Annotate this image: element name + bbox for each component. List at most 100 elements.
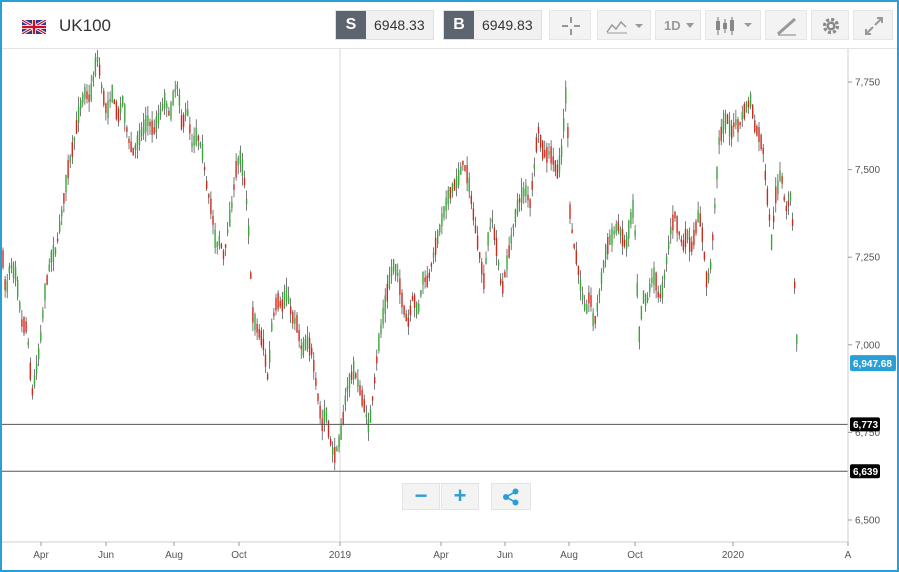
timeframe-dropdown[interactable]: 1D — [655, 10, 701, 40]
candle-up — [124, 104, 126, 123]
candle-down — [689, 237, 691, 252]
x-tick-label: Jun — [98, 550, 114, 561]
candle-up — [611, 227, 613, 245]
sell-price-button[interactable]: S 6948.33 — [335, 10, 434, 40]
candle-up — [395, 264, 397, 276]
candle-down — [607, 236, 609, 255]
candle-down — [594, 316, 596, 324]
candle-up — [422, 271, 424, 285]
candle-up — [178, 94, 181, 106]
candle-up — [563, 117, 565, 132]
candle-down — [29, 362, 31, 380]
level-tag — [850, 464, 880, 479]
candle-down — [413, 294, 416, 308]
candle-up — [348, 374, 351, 389]
candle-up — [38, 348, 40, 360]
candle-up — [745, 102, 748, 113]
candle-up — [605, 244, 607, 260]
candle-down — [126, 127, 128, 132]
candle-up — [516, 199, 519, 215]
candle-up — [487, 232, 489, 246]
candle-down — [449, 186, 451, 199]
share-icon — [503, 488, 519, 506]
candle-down — [264, 354, 267, 367]
drawing-tools-icon — [777, 17, 796, 36]
candle-up — [388, 275, 391, 289]
candle-down — [539, 134, 542, 148]
candle-down — [130, 141, 132, 152]
candle-up — [283, 291, 286, 308]
candle-up — [510, 235, 512, 244]
candle-up — [170, 102, 172, 120]
candle-up — [80, 99, 82, 110]
candle-up — [632, 199, 634, 219]
candle-down — [672, 214, 674, 231]
candle-up — [94, 57, 97, 76]
x-tick-label: 2020 — [722, 550, 745, 561]
candle-up — [201, 144, 204, 161]
candle-up — [636, 282, 638, 297]
gear-icon — [822, 17, 840, 35]
share-button[interactable] — [491, 483, 531, 510]
price-chart[interactable]: 7,750 7,500 7,250 7,000 6,750 6,500 Apr Jun Aug O… — [2, 49, 897, 570]
candle-down — [481, 261, 483, 275]
candle-down — [371, 396, 374, 401]
candle-down — [2, 250, 4, 268]
candle-up — [353, 360, 355, 380]
fullscreen-button[interactable] — [853, 10, 893, 40]
drawing-tools-button[interactable] — [765, 10, 807, 40]
candle-up — [227, 229, 229, 234]
candle-up — [365, 414, 367, 418]
zoom-out-button[interactable]: − — [402, 483, 440, 510]
zoom-in-button[interactable]: + — [441, 483, 479, 510]
candle-down — [313, 359, 315, 372]
x-tick-label: A — [845, 550, 852, 561]
candle-up — [710, 262, 712, 270]
candle-up — [199, 142, 202, 146]
candle-up — [558, 155, 561, 173]
settings-button[interactable] — [811, 10, 849, 40]
candle-down — [308, 337, 311, 356]
candle-down — [472, 208, 475, 221]
candle-up — [741, 112, 743, 121]
candle-down — [374, 376, 376, 384]
candle-up — [27, 341, 29, 346]
candle-up — [325, 407, 328, 421]
candle-up — [626, 235, 628, 249]
candle-up — [770, 234, 773, 250]
candle-up — [420, 289, 422, 296]
candlestick-chart[interactable]: 7,750 7,500 7,250 7,000 6,750 6,500 Apr Jun Aug O… — [2, 49, 897, 570]
candle-up — [722, 119, 724, 135]
candle-up — [514, 209, 517, 223]
candle-down — [791, 219, 794, 226]
indicators-button[interactable] — [597, 10, 651, 40]
candle-up — [35, 363, 38, 374]
candle-down — [621, 228, 624, 247]
candle-up — [323, 409, 325, 426]
candle-up — [111, 84, 113, 102]
candle-up — [378, 334, 380, 351]
candle-up — [134, 145, 136, 150]
candle-down — [567, 126, 569, 139]
candle-up — [33, 375, 36, 387]
y-tick-label: 7,750 — [855, 78, 880, 89]
crosshair-button[interactable] — [549, 10, 591, 40]
candle-up — [218, 236, 220, 246]
candle-down — [720, 126, 722, 141]
candle-down — [203, 166, 206, 171]
timeframe-label: 1D — [664, 18, 681, 33]
x-tick-label: Oct — [231, 550, 247, 561]
candle-down — [705, 271, 708, 288]
buy-price-button[interactable]: B 6949.83 — [443, 10, 542, 40]
chart-type-dropdown[interactable] — [705, 10, 761, 40]
candle-up — [468, 177, 470, 193]
candle-up — [231, 202, 233, 209]
uk-flag-icon — [22, 20, 46, 34]
candle-up — [592, 312, 594, 327]
candle-up — [445, 197, 447, 211]
candle-down — [785, 205, 787, 211]
candle-down — [531, 181, 533, 190]
candle-down — [342, 412, 344, 425]
candle-up — [651, 277, 653, 283]
candle-down — [575, 250, 577, 264]
